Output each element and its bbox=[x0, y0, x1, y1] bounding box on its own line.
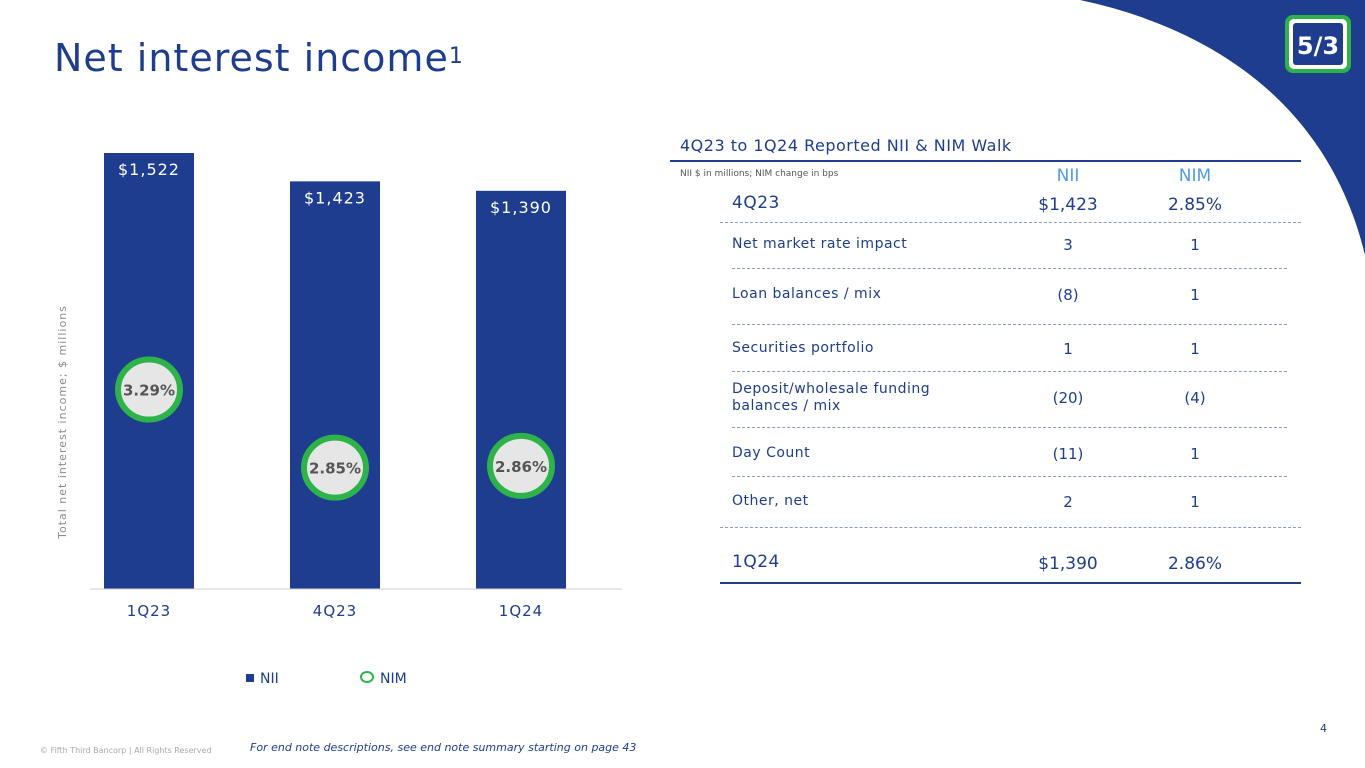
walk-row-nim: 1 bbox=[1145, 493, 1245, 511]
row-divider bbox=[732, 268, 1287, 269]
walk-row-label: Day Count bbox=[732, 445, 810, 462]
row-divider bbox=[720, 222, 1301, 223]
svg-text:5/3: 5/3 bbox=[1297, 32, 1339, 60]
walk-row-nii: 3 bbox=[1018, 236, 1118, 254]
bar-value-label: $1,522 bbox=[118, 160, 180, 179]
bar-value-label: $1,423 bbox=[304, 188, 366, 207]
y-axis-label: Total net interest income; $ millions bbox=[56, 305, 69, 540]
row-divider bbox=[732, 476, 1287, 477]
walk-bottom-rule bbox=[720, 582, 1301, 584]
walk-row-nim: (4) bbox=[1145, 389, 1245, 407]
walk-row-label: Net market rate impact bbox=[732, 236, 907, 253]
walk-row-nim: 1 bbox=[1145, 340, 1245, 358]
walk-row-nii: (20) bbox=[1018, 389, 1118, 407]
bar-nii-1Q24 bbox=[476, 191, 566, 589]
nim-value-label: 3.29% bbox=[123, 382, 175, 400]
page-title-text: Net interest income bbox=[54, 36, 449, 80]
row-divider bbox=[732, 371, 1287, 372]
walk-row-label: 4Q23 bbox=[732, 195, 780, 212]
row-divider bbox=[732, 427, 1287, 428]
legend-nim-label: NIM bbox=[380, 671, 407, 687]
x-tick-label: 1Q23 bbox=[127, 602, 171, 620]
walk-row-nii: 2 bbox=[1018, 493, 1118, 511]
legend-item-nii: NII bbox=[246, 671, 279, 691]
walk-row-label: Securities portfolio bbox=[732, 340, 874, 357]
walk-row-nii: (11) bbox=[1018, 445, 1118, 463]
walk-subtitle: NII $ in millions; NIM change in bps bbox=[680, 169, 838, 179]
legend-item-nim: NIM bbox=[360, 671, 407, 691]
page-title: Net interest income1 bbox=[54, 36, 464, 80]
page-number: 4 bbox=[1320, 722, 1327, 735]
nim-value-label: 2.86% bbox=[495, 458, 547, 476]
walk-row-label: Other, net bbox=[732, 493, 809, 510]
walk-row-label: Loan balances / mix bbox=[732, 286, 881, 303]
walk-row-nim: 1 bbox=[1145, 445, 1245, 463]
footer-endnote: For end note descriptions, see end note … bbox=[250, 741, 636, 754]
walk-row-nim: 1 bbox=[1145, 286, 1245, 304]
title-endnote-marker: 1 bbox=[449, 44, 464, 69]
legend-nii-swatch bbox=[246, 674, 254, 682]
column-header-nim: NIM bbox=[1145, 166, 1245, 186]
fifth-third-logo: 5/3 bbox=[1284, 14, 1352, 74]
footer-copyright: © Fifth Third Bancorp | All Rights Reser… bbox=[40, 746, 212, 755]
walk-row-nii: $1,390 bbox=[1018, 554, 1118, 574]
row-divider bbox=[732, 324, 1287, 325]
walk-title: 4Q23 to 1Q24 Reported NII & NIM Walk bbox=[680, 136, 1012, 155]
column-header-nii: NII bbox=[1018, 166, 1118, 186]
walk-row-nim: 2.86% bbox=[1145, 554, 1245, 574]
walk-top-rule bbox=[670, 160, 1301, 162]
walk-row-nii: 1 bbox=[1018, 340, 1118, 358]
legend-nii-label: NII bbox=[260, 671, 279, 687]
x-tick-label: 4Q23 bbox=[313, 602, 357, 620]
walk-row-label: Deposit/wholesale funding balances / mix bbox=[732, 381, 972, 415]
bar-value-label: $1,390 bbox=[490, 198, 552, 217]
walk-row-nii: (8) bbox=[1018, 286, 1118, 304]
walk-row-nim: 1 bbox=[1145, 236, 1245, 254]
row-divider bbox=[720, 527, 1301, 528]
walk-row-nim: 2.85% bbox=[1145, 195, 1245, 215]
nim-value-label: 2.85% bbox=[309, 460, 361, 478]
nii-bar-chart: $1,522 3.29% 1Q23 $1,423 2.85% 4Q23 $1,390 2.86… bbox=[50, 120, 630, 700]
bar-nii-4Q23 bbox=[290, 181, 380, 589]
legend-nim-swatch bbox=[360, 671, 374, 683]
walk-row-label: 1Q24 bbox=[732, 554, 780, 571]
x-tick-label: 1Q24 bbox=[499, 602, 543, 620]
walk-row-nii: $1,423 bbox=[1018, 195, 1118, 215]
